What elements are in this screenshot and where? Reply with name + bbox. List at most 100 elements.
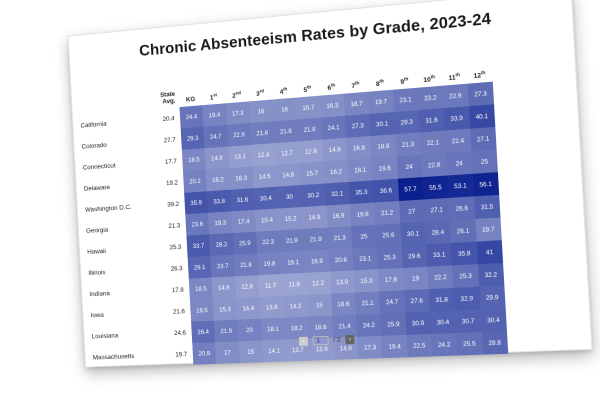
- grade-column-header: 4th: [271, 69, 296, 100]
- heatmap-cell: 17.4: [231, 209, 256, 234]
- grade-header-ordinal: th: [306, 84, 312, 90]
- heatmap-cell: 21.9: [279, 228, 305, 253]
- heatmap-cell: 30.2: [300, 183, 326, 208]
- heatmap-cell: 24: [445, 151, 473, 176]
- grade-header-ordinal: th: [455, 71, 461, 78]
- grade-header-label: KG: [185, 96, 196, 104]
- heatmap-cell: 18.9: [304, 249, 330, 273]
- heatmap-cell: 19.7: [474, 217, 502, 242]
- heatmap-cell: 29.3: [393, 110, 420, 135]
- grade-header-ordinal: th: [354, 80, 360, 86]
- heatmap-cell: 16: [272, 97, 298, 122]
- heatmap-cell: 23.6: [185, 212, 210, 236]
- heatmap-cell: 24.1: [320, 115, 347, 140]
- heatmap-cell: 15.3: [212, 298, 238, 321]
- heatmap-cell: 14.2: [282, 294, 308, 318]
- heatmap-cell: 21.8: [233, 253, 259, 277]
- heatmap-cell: 19: [402, 266, 429, 291]
- heatmap-cell: 15.7: [295, 95, 321, 120]
- heatmap-cell: 12.4: [251, 143, 276, 167]
- heatmap-cell: 22.9: [226, 123, 252, 147]
- heatmap-cell: 32.2: [477, 262, 505, 287]
- chart-card: Chronic Absenteeism Rates by Grade, 2023…: [67, 0, 593, 369]
- heatmap-cell: 14.6: [322, 137, 348, 162]
- state-average: 26.3: [170, 264, 183, 273]
- grade-header-ordinal: st: [213, 92, 218, 98]
- heatmap-cell: 15: [306, 293, 332, 317]
- heatmap-cell: 29.6: [401, 244, 428, 268]
- heatmap-cell: 24: [396, 154, 423, 179]
- heatmap-cell: 21.2: [374, 201, 401, 225]
- grade-header-ordinal: th: [403, 76, 409, 82]
- heatmap-cell: 24.7: [379, 290, 406, 314]
- heatmap-cell: 29.1: [187, 255, 212, 279]
- grade-header-ordinal: rd: [259, 88, 264, 94]
- heatmap-cell: 14.6: [275, 163, 301, 187]
- heatmap-cell: 40.1: [468, 104, 496, 129]
- grade-column-header: 7th: [342, 63, 368, 94]
- heatmap-cell: 13.1: [227, 144, 253, 169]
- heatmap-cell: 27.1: [469, 126, 497, 152]
- heatmap-cell: 21.3: [395, 132, 422, 157]
- heatmap-cell: 28.2: [209, 233, 234, 256]
- heatmap-cell: 12.8: [234, 275, 260, 299]
- next-page-button[interactable]: ›: [345, 334, 355, 345]
- heatmap-cell: 11.7: [258, 273, 283, 297]
- heatmap-cell: 56.1: [472, 172, 500, 197]
- heatmap-body: California 20.4 24.4 19.4 17.3 16 16 15.7 16.3 18…: [78, 81, 509, 369]
- state-average: 21.6: [172, 307, 186, 316]
- heatmap-cell: 33.9: [443, 106, 470, 131]
- heatmap-cell: 21.6: [249, 121, 275, 145]
- heatmap-cell: 23.7: [210, 254, 235, 278]
- heatmap-cell: 29.9: [478, 285, 506, 310]
- heatmap-cell: 20.2: [182, 169, 208, 193]
- heatmap-cell: 22.4: [444, 128, 472, 154]
- heatmap-table: State Avg. KG 1st 2nd 3rd 4th 5th 6th 7th 8th 9th…: [77, 52, 509, 369]
- heatmap-cell: 30: [277, 185, 302, 209]
- heatmap-cell: 31.6: [418, 108, 445, 133]
- heatmap-cell: 21.3: [327, 226, 353, 250]
- grade-column-header: 5th: [294, 67, 319, 98]
- heatmap-cell: 16.2: [205, 168, 231, 192]
- heatmap-cell: 30.1: [400, 221, 427, 246]
- heatmap-cell: 27.6: [403, 289, 430, 313]
- heatmap-cell: 57.7: [397, 177, 424, 202]
- heatmap-cell: 21.9: [303, 227, 329, 251]
- heatmap-cell: 14.5: [252, 164, 278, 189]
- heatmap-cell: 31.6: [230, 188, 255, 212]
- grade-header-ordinal: th: [379, 78, 384, 84]
- page-number-input[interactable]: 1: [312, 335, 329, 346]
- heatmap-cell: 29.3: [180, 126, 205, 150]
- heatmap-cell: 27.3: [345, 113, 371, 138]
- heatmap-cell: 27.1: [423, 197, 450, 222]
- heatmap-cell: 18.7: [343, 91, 370, 116]
- heatmap-cell: 19.4: [202, 103, 227, 127]
- state-average: 39.2: [167, 200, 180, 209]
- heatmap-cell: 36.6: [373, 178, 399, 203]
- page-total-label: / 2: [333, 336, 341, 344]
- grade-column-header: 12th: [466, 52, 493, 84]
- state-name: Iowa: [90, 311, 104, 319]
- heatmap-cell: 15.2: [278, 207, 304, 231]
- grade-header-ordinal: th: [430, 73, 436, 80]
- heatmap-cell: 23.1: [352, 246, 378, 271]
- heatmap-cell: 19.6: [349, 202, 376, 227]
- heatmap-cell: 15.7: [299, 161, 325, 186]
- heatmap-cell: 18.8: [370, 134, 397, 159]
- state-avg-column-header: State Avg.: [144, 79, 179, 110]
- state-average: 17.8: [171, 286, 184, 294]
- heatmap-cell: 26.8: [448, 196, 475, 221]
- previous-page-button[interactable]: ‹: [298, 336, 308, 347]
- heatmap-cell: 25: [351, 224, 377, 249]
- grade-column-header: 6th: [318, 65, 344, 96]
- grade-header-ordinal: th: [480, 69, 486, 76]
- grade-column-header: 11th: [440, 54, 467, 86]
- grade-column-header: 9th: [391, 58, 417, 89]
- heatmap-cell: 21.8: [273, 119, 299, 144]
- heatmap-cell: 32.9: [453, 286, 481, 311]
- state-average: 21.3: [168, 221, 181, 230]
- state-average: 17.7: [164, 157, 177, 166]
- heatmap-cell: 25: [471, 149, 498, 174]
- chevron-right-icon: ›: [348, 336, 352, 343]
- grade-column-header: KG: [178, 77, 202, 107]
